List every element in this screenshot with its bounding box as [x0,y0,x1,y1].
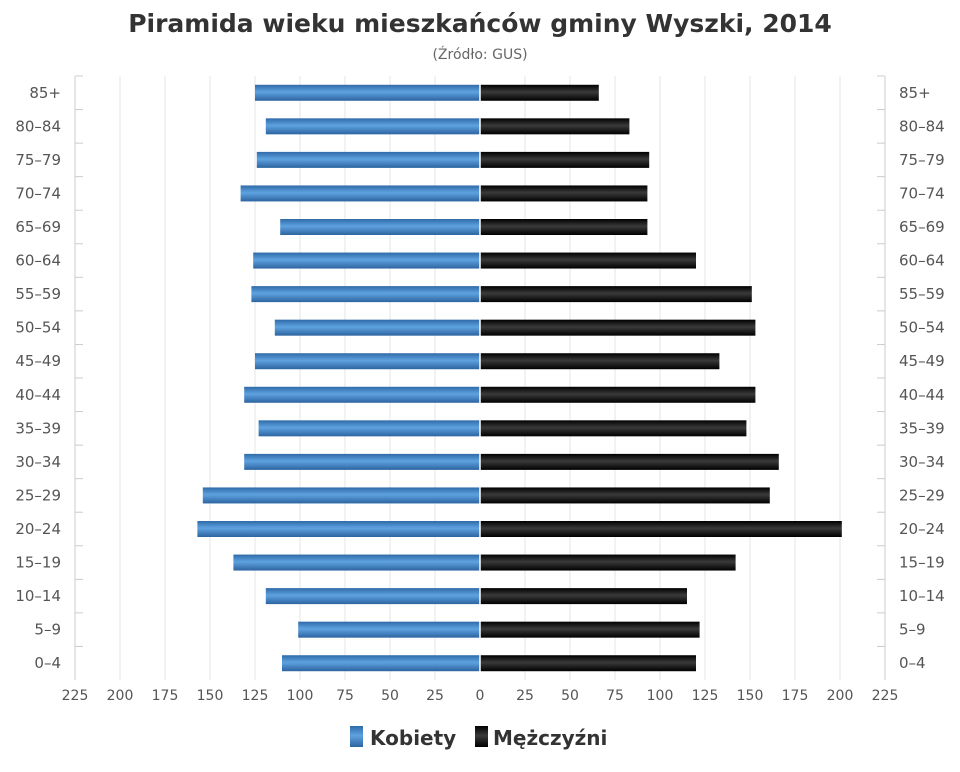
x-tick-label: 125 [692,688,719,704]
legend-swatch-mezczyzni[interactable] [475,726,488,747]
bar-kobiety [244,386,480,403]
bar-mezczyzni [480,621,700,638]
bar-kobiety [282,655,480,672]
x-tick-label: 75 [336,688,354,704]
bar-mezczyzni [480,151,650,168]
y-tick-label-left: 40–44 [15,386,61,404]
bar-mezczyzni [480,185,648,202]
bar-mezczyzni [480,118,630,135]
y-tick-label-right: 75–79 [899,151,945,169]
y-tick-label-left: 5–9 [34,621,61,639]
bar-mezczyzni [480,420,747,437]
x-tick-label: 200 [827,688,854,704]
bar-kobiety [255,84,480,101]
legend-label-kobiety[interactable]: Kobiety [370,726,456,750]
y-tick-label-right: 40–44 [899,386,945,404]
y-tick-label-left: 0–4 [34,654,61,672]
legend: Kobiety Mężczyźni [350,726,607,750]
y-tick-label-right: 20–24 [899,520,945,538]
bar-kobiety [197,521,480,537]
legend-swatch-kobiety[interactable] [350,726,363,747]
y-tick-label-left: 55–59 [15,285,61,303]
y-tick-label-left: 75–79 [15,151,61,169]
bar-mezczyzni [480,588,687,605]
y-tick-label-right: 30–34 [899,453,945,471]
bar-kobiety [255,353,480,370]
chart-title: Piramida wieku mieszkańców gminy Wyszki,… [128,9,832,38]
y-tick-label-left: 30–34 [15,453,61,471]
bar-kobiety [280,219,480,235]
bar-kobiety [233,554,480,571]
x-tick-label: 25 [516,688,534,704]
y-tick-label-left: 20–24 [15,520,61,538]
bar-mezczyzni [480,286,752,303]
y-tick-label-left: 60–64 [15,252,61,270]
x-tick-label: 175 [782,688,809,704]
x-tick-label: 150 [197,688,224,704]
bar-kobiety [240,185,480,202]
bar-mezczyzni [480,84,599,101]
y-tick-label-right: 55–59 [899,285,945,303]
x-tick-label: 0 [476,688,485,704]
bar-mezczyzni [480,521,842,537]
x-tick-label: 100 [647,688,674,704]
y-tick-label-right: 45–49 [899,352,945,370]
y-tick-label-left: 45–49 [15,352,61,370]
x-tick-label: 125 [242,688,269,704]
y-tick-label-right: 65–69 [899,218,945,236]
y-tick-label-right: 35–39 [899,419,945,437]
x-tick-label: 150 [737,688,764,704]
y-tick-label-left: 10–14 [15,587,61,605]
y-tick-label-right: 15–19 [899,554,945,572]
y-tick-label-left: 25–29 [15,486,61,504]
y-tick-label-left: 70–74 [15,184,61,202]
y-tick-label-right: 50–54 [899,319,945,337]
y-tick-label-right: 10–14 [899,587,945,605]
bar-mezczyzni [480,353,720,370]
bar-mezczyzni [480,386,756,403]
bar-mezczyzni [480,252,696,269]
chart-subtitle: (Źródło: GUS) [432,45,527,63]
y-tick-label-right: 0–4 [899,654,926,672]
bar-kobiety [256,151,480,168]
bar-kobiety [258,420,480,437]
y-tick-label-left: 35–39 [15,419,61,437]
x-tick-label: 50 [561,688,579,704]
y-tick-label-left: 50–54 [15,319,61,337]
y-tick-label-right: 25–29 [899,486,945,504]
bar-kobiety [265,118,480,135]
bar-mezczyzni [480,554,736,571]
y-tick-label-left: 80–84 [15,117,61,135]
x-tick-label: 175 [152,688,179,704]
bar-kobiety [265,588,480,605]
y-tick-label-right: 5–9 [899,621,926,639]
y-tick-label-right: 70–74 [899,184,945,202]
y-tick-label-right: 80–84 [899,117,945,135]
y-tick-label-right: 60–64 [899,252,945,270]
x-tick-label: 225 [62,688,89,704]
x-tick-label: 225 [872,688,899,704]
x-tick-label: 50 [381,688,399,704]
x-tick-label: 75 [606,688,624,704]
bar-kobiety [251,286,480,303]
bar-kobiety [202,487,481,504]
bar-mezczyzni [480,219,648,235]
x-tick-label: 100 [287,688,314,704]
x-tick-label: 25 [426,688,444,704]
bar-kobiety [298,621,480,638]
bar-kobiety [253,252,480,269]
y-tick-label-right: 85+ [899,84,931,102]
bar-mezczyzni [480,453,779,470]
bar-kobiety [244,453,480,470]
bar-kobiety [274,319,480,336]
bar-mezczyzni [480,655,696,672]
y-tick-label-left: 15–19 [15,554,61,572]
bar-mezczyzni [480,487,770,504]
y-tick-label-left: 85+ [29,84,61,102]
y-tick-label-left: 65–69 [15,218,61,236]
x-tick-label: 200 [107,688,134,704]
legend-label-mezczyzni[interactable]: Mężczyźni [493,726,607,750]
bar-mezczyzni [480,319,756,336]
